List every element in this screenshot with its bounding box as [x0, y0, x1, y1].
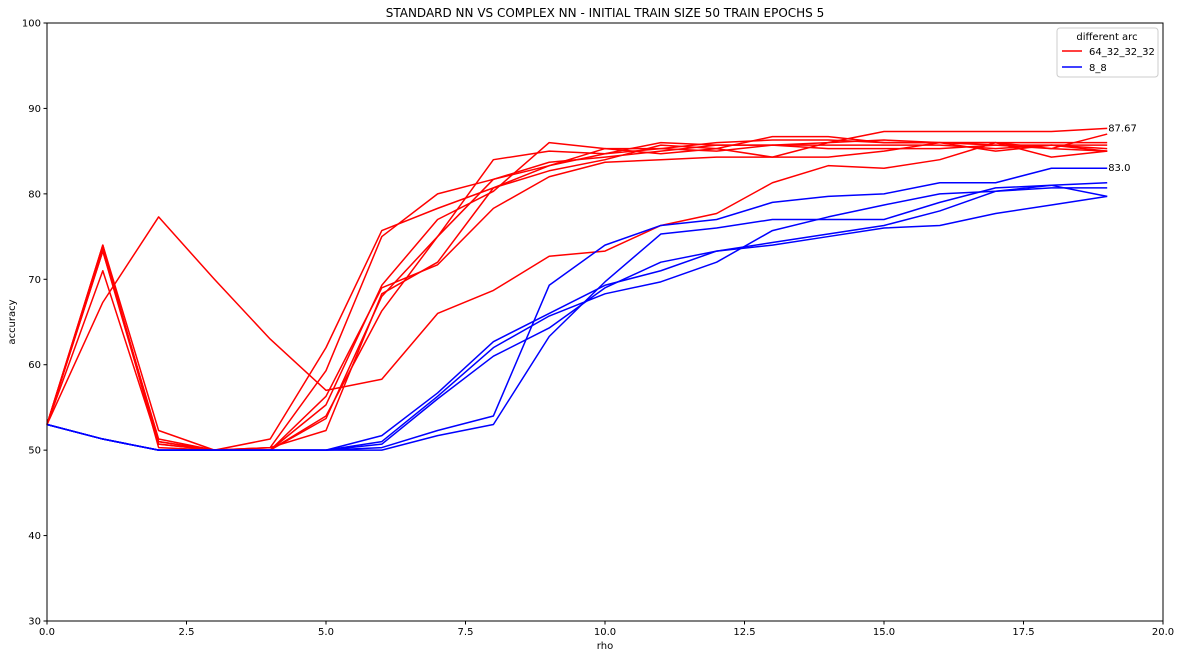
x-tick-label: 15.0: [873, 627, 895, 638]
y-tick-label: 60: [28, 360, 41, 371]
series-line-8_8-11: [46, 187, 1108, 451]
y-tick-label: 90: [28, 104, 41, 115]
y-tick-label: 40: [28, 531, 41, 542]
series-line-8_8-13: [46, 195, 1108, 451]
y-tick-label: 50: [28, 446, 41, 457]
y-tick-label: 30: [28, 617, 41, 628]
x-axis-label: rho: [597, 641, 613, 652]
legend: different arc 64_32_32_32 8_8: [1056, 27, 1159, 78]
x-tick-label: 2.5: [179, 627, 195, 638]
annotation-label-2: 83.0: [1108, 163, 1130, 174]
series-line-64_32_32_32-8: [46, 133, 1108, 451]
plot-frame: [46, 22, 1164, 622]
series-line-8_8-10: [46, 182, 1108, 451]
y-axis-label: accuracy: [7, 299, 18, 344]
x-tick-label: 17.5: [1012, 627, 1034, 638]
series-line-64_32_32_32-3: [46, 139, 1108, 451]
series-line-64_32_32_32-2: [46, 135, 1108, 451]
x-tick-label: 12.5: [733, 627, 755, 638]
x-tick-label: 10.0: [594, 627, 616, 638]
annotation-label-1: 87.67: [1108, 123, 1137, 134]
series-layer: [46, 127, 1108, 451]
axes: 0.0 2.5 5.0 7.5 10.0 12.5 15.0 17.5 20.0 30 40 50 60…: [22, 19, 1174, 639]
legend-entry-64_32_32_32: 64_32_32_32: [1089, 47, 1155, 58]
y-tick-label: 70: [28, 275, 41, 286]
x-tick-label: 20.0: [1152, 627, 1174, 638]
chart-title: STANDARD NN VS COMPLEX NN - INITIAL TRAI…: [386, 6, 825, 20]
legend-frame: [1056, 27, 1159, 78]
legend-entry-8_8: 8_8: [1089, 63, 1107, 74]
y-tick-label: 100: [22, 19, 41, 30]
annotations: 87.67 83.0: [1108, 123, 1137, 174]
y-tick-label: 80: [28, 189, 41, 200]
series-line-8_8-12: [46, 184, 1108, 451]
x-tick-label: 5.0: [318, 627, 334, 638]
legend-title: different arc: [1076, 32, 1137, 43]
x-tick-label: 0.0: [39, 627, 55, 638]
x-tick-label: 7.5: [458, 627, 474, 638]
series-line-64_32_32_32-4: [46, 141, 1108, 451]
series-line-64_32_32_32-6: [46, 144, 1108, 451]
series-line-64_32_32_32-1: [46, 141, 1108, 425]
series-line-64_32_32_32-5: [46, 141, 1108, 451]
series-line-64_32_32_32-7: [46, 127, 1108, 451]
